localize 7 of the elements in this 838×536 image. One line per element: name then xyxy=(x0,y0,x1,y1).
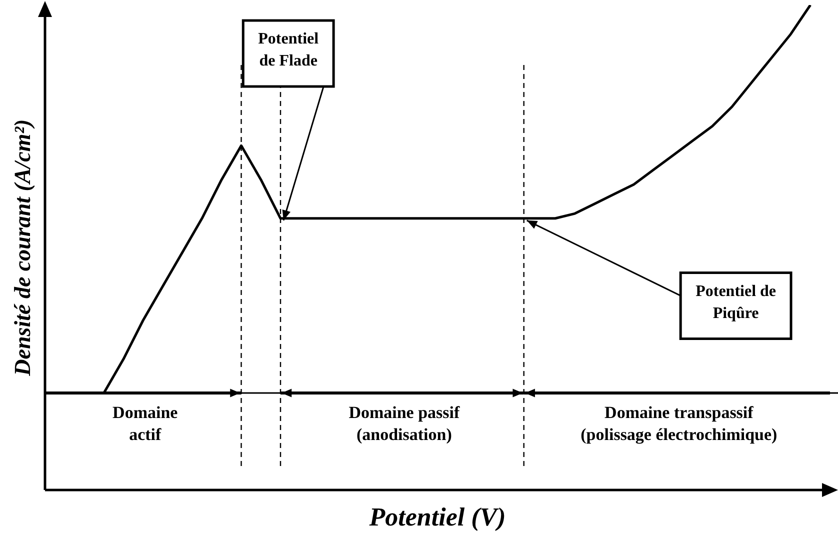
annotation: Potentiel de Piqûre xyxy=(696,282,776,322)
x-axis-title: Potentiel (V) xyxy=(368,502,506,532)
annotation: Domaine actif xyxy=(112,402,178,444)
annotation: Domaine transpassif (polissage électrochimique) xyxy=(580,402,778,444)
annotation: Potentiel de Flade xyxy=(258,30,320,70)
y-axis-title: Densité de courant (A/cm²) xyxy=(10,119,35,377)
annotation: Domaine passif (anodisation) xyxy=(348,402,460,444)
